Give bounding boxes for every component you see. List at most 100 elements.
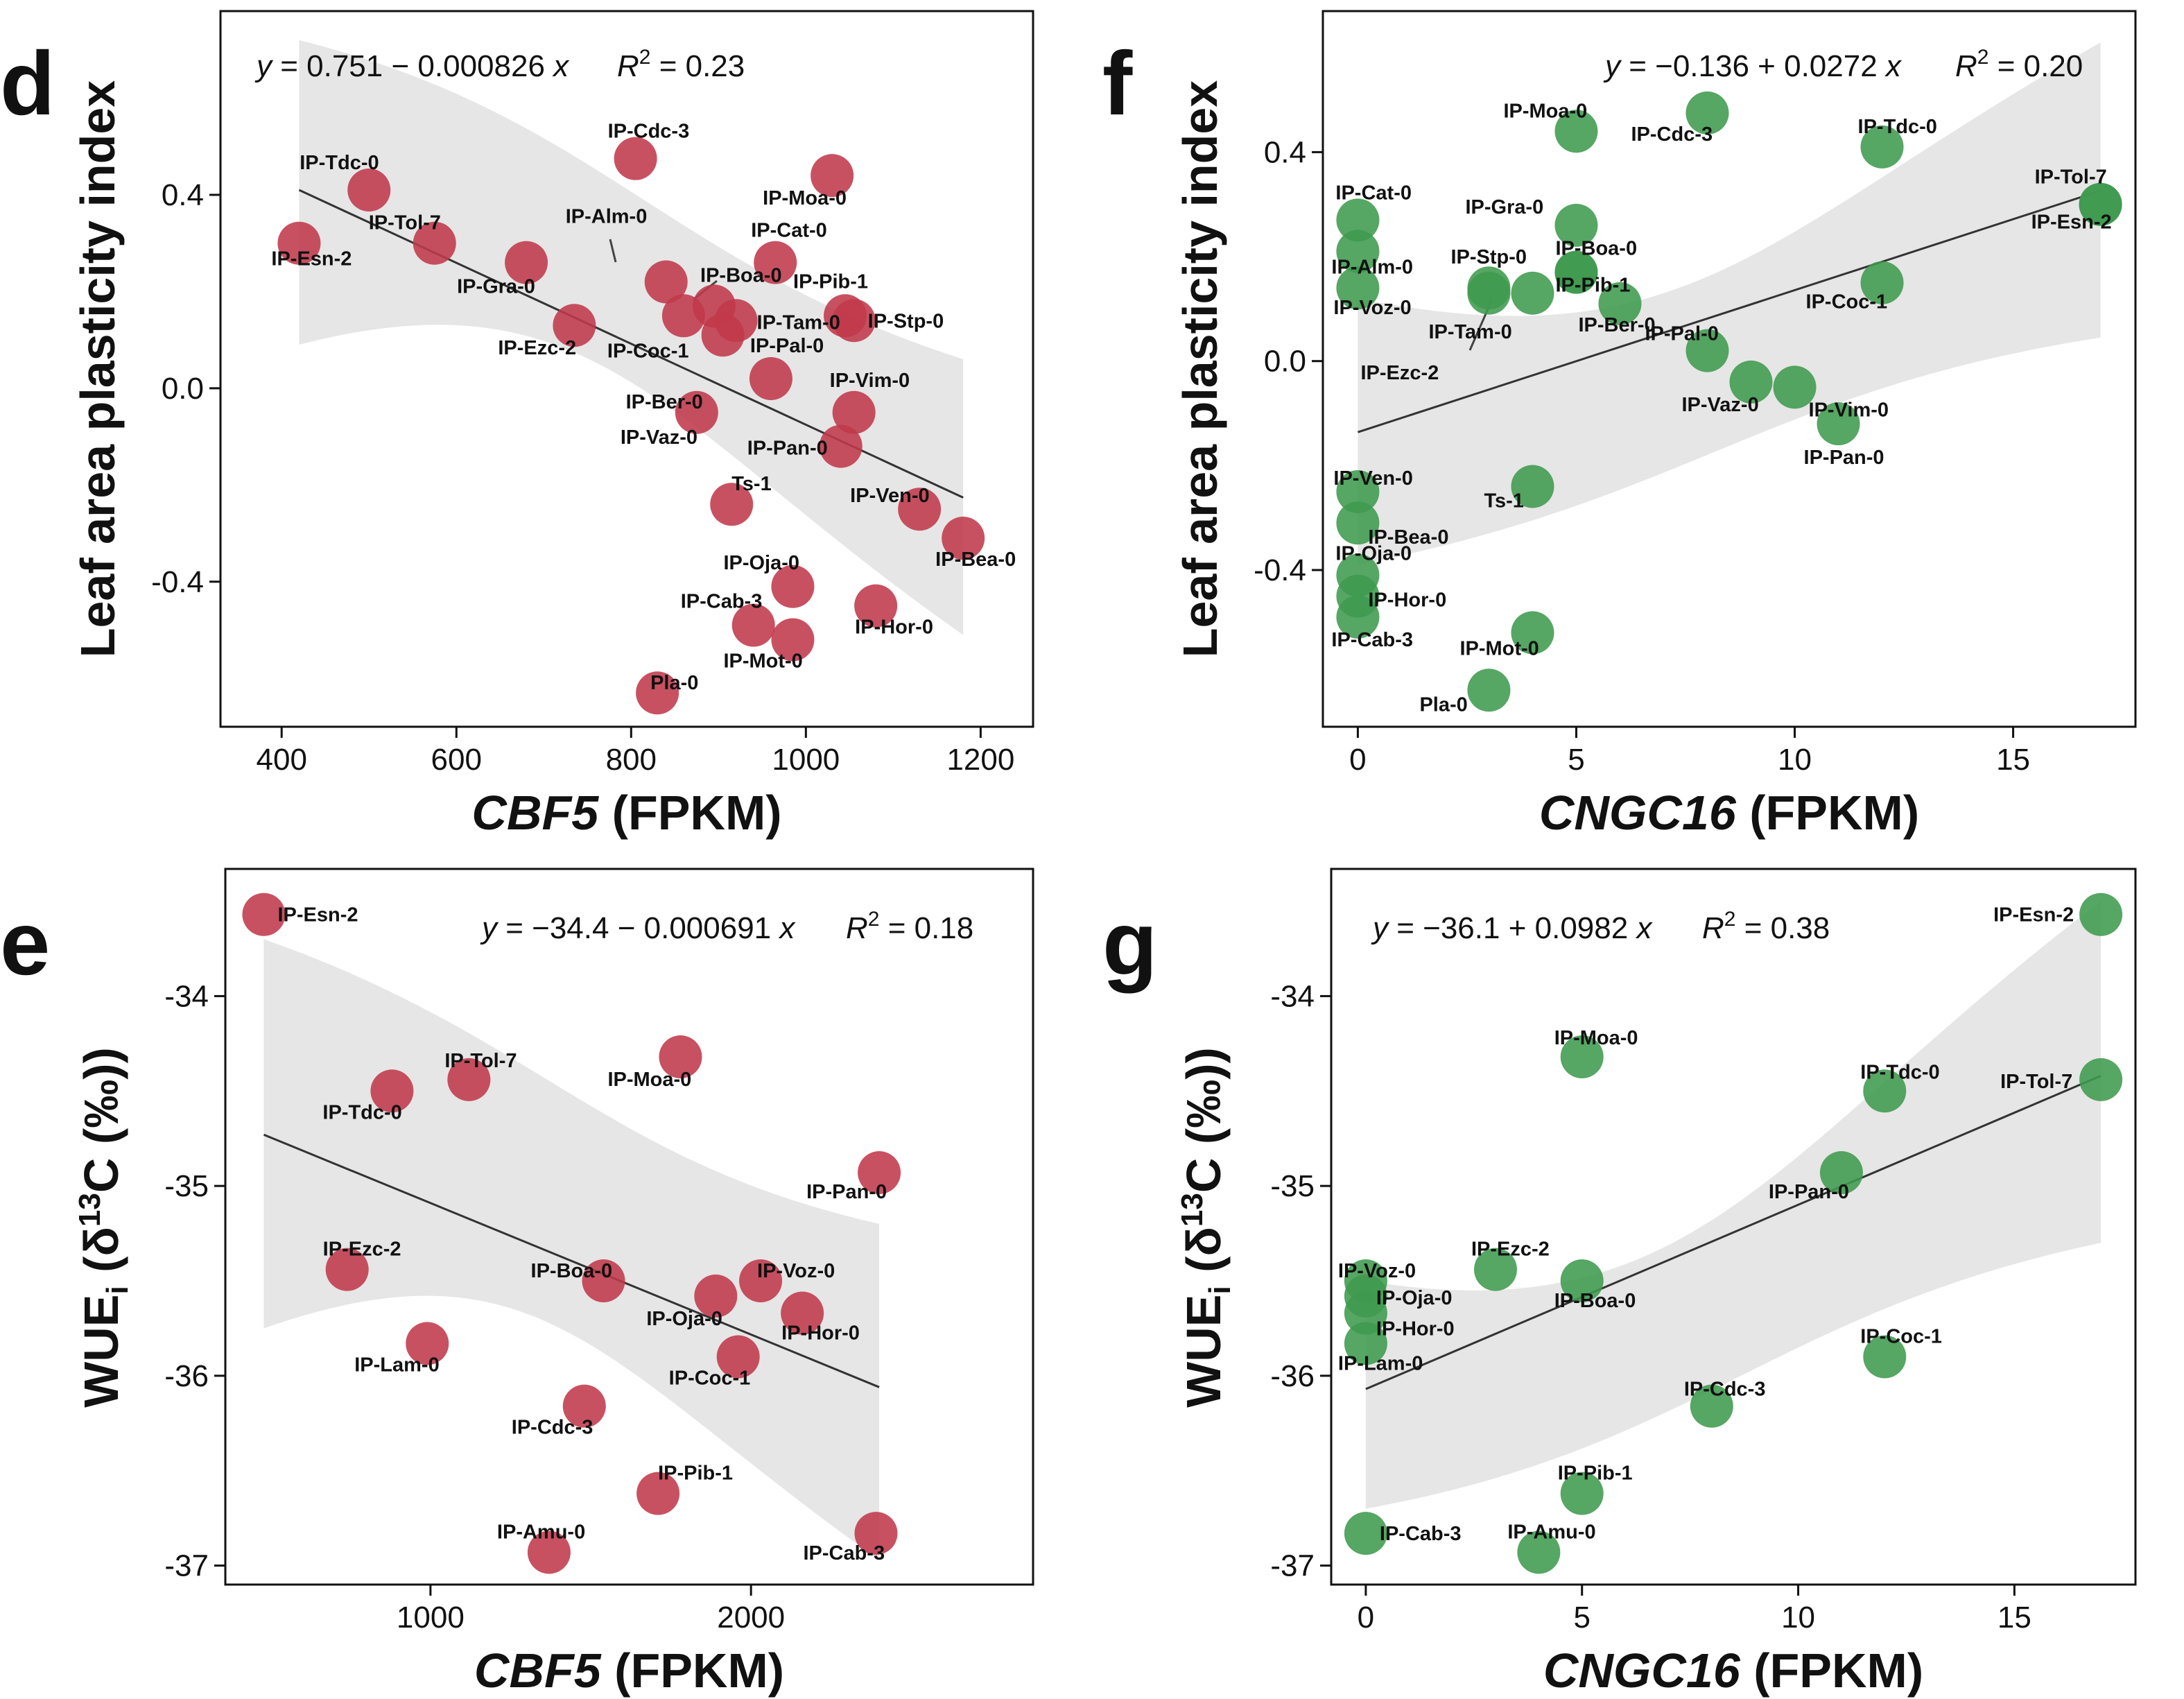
point-ip-cab-3 xyxy=(731,603,775,647)
point-ip-ezc-2 xyxy=(325,1248,369,1291)
confidence-band xyxy=(299,40,964,635)
x-tick-label: 15 xyxy=(1996,743,2030,777)
point-label-ip-vim-0: IP-Vim-0 xyxy=(1809,399,1889,421)
r-squared-label: R2 = 0.20 xyxy=(1955,46,2083,83)
point-ip-alm-0 xyxy=(644,260,688,304)
point-ip-ezc-2 xyxy=(553,304,596,347)
regression-line xyxy=(1365,1074,2101,1390)
point-ip-cdc-3 xyxy=(1685,91,1729,135)
panel-g: IP-Voz-0 IP-Oja-0 IP-Hor-0 IP-Lam-0 IP-Cab-3… xyxy=(1102,868,2137,1698)
point-label-ip-pan-0: IP-Pan-0 xyxy=(1769,1181,1849,1203)
point-label-ip-bea-0: IP-Bea-0 xyxy=(1368,526,1448,549)
plot-frame xyxy=(1321,10,2137,728)
point-label-ip-ezc-2: IP-Ezc-2 xyxy=(498,337,576,359)
point-label-ip-oja-0: IP-Oja-0 xyxy=(646,1308,722,1330)
r-squared-label: R2 = 0.23 xyxy=(617,46,745,83)
point-ip-tam-0 xyxy=(714,299,758,343)
point-label-ip-mot-0: IP-Mot-0 xyxy=(723,650,802,672)
point-label-ip-stp-0: IP-Stp-0 xyxy=(1450,246,1527,268)
point-label-ip-moa-0: IP-Moa-0 xyxy=(1503,100,1587,122)
y-axis-label: WUEi (δ13C (‰)) xyxy=(73,1047,135,1408)
r-squared-label: R2 = 0.18 xyxy=(846,908,973,945)
point-label-ip-amu-0: IP-Amu-0 xyxy=(497,1521,585,1543)
point-label-ip-cat-0: IP-Cat-0 xyxy=(751,220,827,242)
point-label-pla-0: Pla-0 xyxy=(650,672,698,694)
y-tick-label: 0.4 xyxy=(162,178,204,212)
panel-letter: d xyxy=(0,33,55,134)
point-label-ip-pan-0: IP-Pan-0 xyxy=(1804,447,1884,469)
x-tick-label: 10 xyxy=(1778,743,1812,777)
point-ip-coc-1 xyxy=(1863,1335,1907,1379)
point-label-ip-ber-0: IP-Ber-0 xyxy=(626,391,703,413)
point-ip-pib-1 xyxy=(1554,250,1598,294)
x-tick-label: 2000 xyxy=(717,1601,785,1635)
point-ip-moa-0 xyxy=(1560,1035,1604,1079)
point-ip-ezc-2 xyxy=(1473,1248,1517,1291)
panel-letter: f xyxy=(1102,33,1133,134)
x-tick-label: 1200 xyxy=(946,743,1014,777)
point-label-ip-esn-2: IP-Esn-2 xyxy=(271,248,352,270)
point-ip-coc-1 xyxy=(1860,261,1904,304)
point-ip-mot-0 xyxy=(1511,611,1554,655)
regression-equation: y = 0.751 − 0.000826 x xyxy=(254,49,570,83)
y-tick-label: -36 xyxy=(1270,1359,1315,1393)
point-ip-bea-0 xyxy=(942,517,985,560)
point-label-ip-tam-0: IP-Tam-0 xyxy=(1428,321,1511,343)
point-ip-boa-0 xyxy=(1560,1259,1604,1303)
x-axis-label: CBF5 (FPKM) xyxy=(474,1644,784,1698)
point-label-ip-tol-7: IP-Tol-7 xyxy=(369,212,441,234)
point-ip-esn-2 xyxy=(242,892,286,936)
point-label-ip-vaz-0: IP-Vaz-0 xyxy=(621,426,697,449)
point-label-ip-moa-0: IP-Moa-0 xyxy=(763,187,847,209)
point-label-ip-cdc-3: IP-Cdc-3 xyxy=(1631,123,1713,146)
panel-d: IP-Esn-2 IP-Tdc-0 IP-Tol-7 IP-Gra-0 IP-Ezc-2… xyxy=(0,10,1034,840)
point-ip-pal-0 xyxy=(1685,329,1729,372)
point-ip-moa-0 xyxy=(811,154,854,198)
point-ip-amu-0 xyxy=(1517,1530,1561,1574)
point-label-ip-voz-0: IP-Voz-0 xyxy=(1333,297,1411,319)
panel-e: IP-Esn-2 IP-Tdc-0 IP-Tol-7 IP-Moa-0 IP-Pan-0… xyxy=(0,868,1034,1698)
plot-frame xyxy=(1330,868,2137,1586)
point-ip-cat-0 xyxy=(1336,198,1380,242)
point-label-ip-boa-0: IP-Boa-0 xyxy=(1554,1290,1636,1312)
y-tick-label: -37 xyxy=(164,1549,209,1583)
point-ip-cat-0 xyxy=(754,241,797,284)
x-tick-label: 0 xyxy=(1349,743,1366,777)
point-ip-hor-0 xyxy=(1344,1291,1387,1335)
point-label-ip-boa-0: IP-Boa-0 xyxy=(1555,238,1637,260)
x-tick-label: 1000 xyxy=(397,1601,465,1635)
point-label-ip-ezc-2: IP-Ezc-2 xyxy=(323,1239,401,1261)
y-tick-label: -0.4 xyxy=(1254,553,1306,587)
point-ip-hor-0 xyxy=(854,584,898,628)
point-ip-ven-0 xyxy=(1336,470,1380,514)
point-label-ip-lam-0: IP-Lam-0 xyxy=(1338,1352,1423,1374)
r-squared-label: R2 = 0.38 xyxy=(1702,908,1830,945)
point-ip-pal-0 xyxy=(749,356,792,400)
x-tick-label: 5 xyxy=(1573,1601,1590,1635)
point-label-ip-cab-3: IP-Cab-3 xyxy=(1380,1523,1462,1545)
point-label-ip-pib-1: IP-Pib-1 xyxy=(658,1463,733,1485)
x-tick-label: 800 xyxy=(606,743,657,777)
regression-equation: y = −36.1 + 0.0982 x xyxy=(1371,911,1653,945)
point-ip-amu-0 xyxy=(527,1530,571,1574)
point-ip-tdc-0 xyxy=(370,1069,414,1113)
point-ip-bea-0 xyxy=(1336,501,1380,545)
point-label-ip-stp-0: IP-Stp-0 xyxy=(868,310,944,332)
point-ip-coc-1 xyxy=(716,1335,760,1379)
point-label-ip-cab-3: IP-Cab-3 xyxy=(681,591,763,613)
point-label-ip-cab-3: IP-Cab-3 xyxy=(803,1542,885,1564)
point-ip-tdc-0 xyxy=(1863,1069,1907,1113)
point-ts-1 xyxy=(1511,465,1554,508)
y-axis-label: Leaf area plasticity index xyxy=(71,80,125,658)
y-tick-label: -35 xyxy=(1270,1169,1315,1203)
x-tick-label: 400 xyxy=(257,743,307,777)
point-ip-oja-0 xyxy=(694,1274,738,1318)
panel-letter: e xyxy=(0,892,50,994)
point-ip-tdc-0 xyxy=(1860,125,1904,169)
point-ip-cdc-3 xyxy=(562,1384,606,1428)
point-label-ip-hor-0: IP-Hor-0 xyxy=(1368,589,1446,612)
regression-line xyxy=(263,1133,880,1388)
point-label-ip-ven-0: IP-Ven-0 xyxy=(1333,467,1412,490)
point-ip-tol-7 xyxy=(413,221,456,265)
point-ip-alm-0 xyxy=(1336,230,1380,273)
